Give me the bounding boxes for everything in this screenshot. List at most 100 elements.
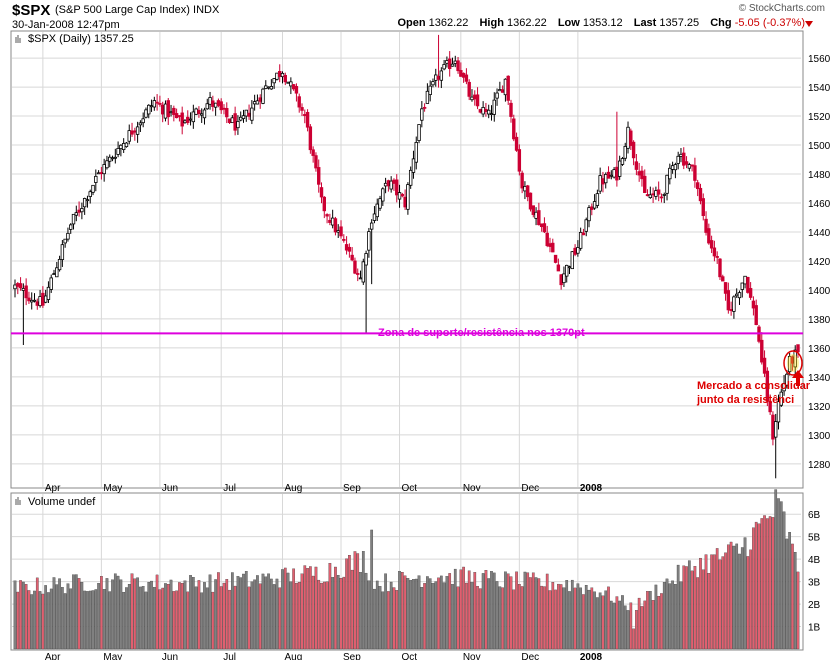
volume-x-axis: Apr May Jun Jul Aug Sep Oct Nov Dec 2008 [45,652,603,660]
volume-bar [771,517,775,650]
volume-bar [699,557,702,650]
volume-bar [732,545,736,650]
candle [183,119,187,124]
candle-body [762,357,767,374]
candle [275,72,279,81]
candle [559,274,563,290]
candle-body [598,175,602,192]
candle-body [186,116,190,123]
volume-bar [559,584,563,650]
volume-bar [91,590,95,650]
price-y-axis: 1280 1300 1320 1340 1360 1380 1400 1420 1440 1460… [808,54,831,471]
volume-bar [601,595,605,650]
candle-body [406,184,410,210]
volume-bar [16,591,20,650]
candle-body [300,107,304,111]
candle [785,370,789,389]
candle-body [38,296,42,307]
candle [737,290,742,305]
candle-body [108,156,112,162]
candle [213,102,218,116]
volume-bar [626,610,630,650]
price-x-tick: 2008 [580,483,603,494]
candle [233,106,237,136]
candle [135,121,140,143]
candle-body [180,112,184,127]
candle-body [130,130,134,135]
candle [305,109,310,132]
candle [556,258,561,272]
candle-body [615,166,619,181]
candle-body [420,108,424,121]
candle-body [208,97,212,105]
candle [333,216,338,236]
volume-bar [205,587,209,650]
candle [108,154,112,168]
volume-bar [400,572,404,650]
volume-bar [222,582,226,650]
candle-body [456,60,460,72]
candle [99,166,104,180]
volume-bar [451,584,454,650]
candle-body [434,74,438,81]
volume-bar [554,589,557,650]
candle-body [721,276,725,282]
price-y-tick: 1440 [808,228,831,239]
volume-bar [660,593,663,650]
candle-body [113,156,118,159]
candle [141,112,145,128]
volume-bar [272,584,276,650]
candle-body [796,344,800,353]
volume-bar [270,578,273,650]
volume-bar [417,575,421,650]
volume-bar [540,585,543,650]
candle-body [49,277,53,290]
candle [286,81,290,84]
volume-bar [197,580,201,650]
candle [297,93,301,113]
candle [57,255,62,272]
volume-bar [693,566,697,650]
candle-body [473,94,477,100]
candle [158,95,162,107]
volume-bar [609,600,613,650]
candle-body [197,109,201,114]
volume-bar [345,558,348,650]
volume-x-tick: Dec [521,652,539,660]
volume-bar [687,560,691,650]
candle-body [46,286,51,300]
candle-body [459,70,463,77]
candle-body [559,274,563,286]
price-panel-frame [10,30,804,489]
volume-bar [236,576,240,650]
candle-body [147,104,151,115]
candle-body [211,100,215,107]
candle [442,59,446,71]
volume-bar [61,587,64,650]
candle-body [356,273,360,275]
quote-datetime: 30-Jan-2008 12:47pm [12,19,120,31]
candle [94,169,98,192]
candle [32,293,37,303]
volume-bar [69,588,73,650]
candle-body [701,198,705,216]
candle [49,274,53,293]
candle-body [422,106,427,109]
volume-bar [654,584,658,650]
volume-bar [334,566,337,650]
price-x-tick: Dec [521,483,539,494]
candle [202,107,207,125]
volume-x-tick: Jun [162,652,178,660]
candle-body [620,158,625,165]
candle-body [484,108,488,112]
open-value: 1362.22 [428,17,469,29]
volume-bar [696,577,700,650]
candle [222,104,226,115]
volume-bar [557,583,560,650]
candle-body [188,118,193,121]
candle [576,240,580,257]
candle [670,161,675,174]
candle [548,237,552,253]
candle-body [297,96,301,108]
volume-bar [476,585,479,650]
